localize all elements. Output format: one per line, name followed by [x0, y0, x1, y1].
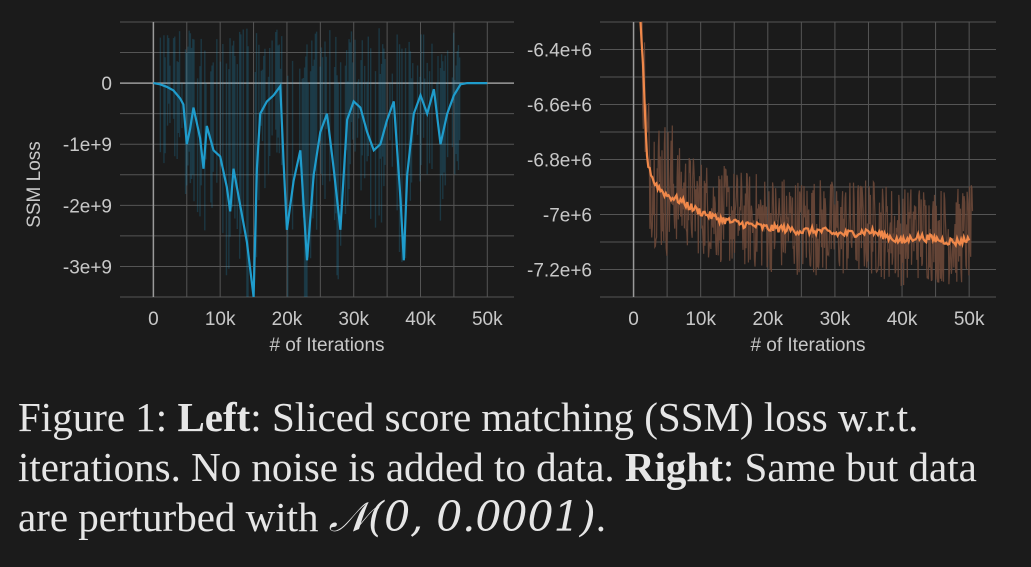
x-tick-label: 10k	[685, 309, 716, 330]
x-tick-label: 30k	[820, 309, 851, 330]
x-tick-label: 50k	[954, 309, 985, 330]
x-tick-label: 40k	[887, 309, 918, 330]
y-tick-label: -6.8e+6	[527, 151, 592, 172]
y-tick-label: -1e+9	[63, 135, 112, 156]
figure: 0 10k 20k 30k 40k 50k 0 -1e+9 -2e+9 -3e+9 # of Ite…	[24, 21, 996, 356]
y-tick-label: -7e+6	[543, 206, 592, 227]
caption-suffix: .	[595, 494, 606, 540]
y-tick-label: 0	[101, 74, 112, 95]
x-tick-label: 30k	[338, 309, 369, 330]
x-tick-label: 40k	[405, 309, 436, 330]
figure-caption: Figure 1: Left: Sliced score matching (S…	[18, 392, 1018, 542]
caption-math: 𝒩(0, 0.0001)	[328, 493, 596, 541]
raw-series	[639, 21, 974, 286]
x-axis-label: # of Iterations	[269, 335, 384, 356]
x-tick-label: 20k	[752, 309, 783, 330]
y-tick-label: -6.4e+6	[527, 41, 592, 62]
caption-left-label: Left	[177, 394, 251, 440]
raw-series	[159, 28, 461, 297]
caption-prefix: Figure 1:	[18, 394, 178, 440]
x-axis-label: # of Iterations	[750, 335, 865, 356]
x-tick-label: 0	[628, 309, 639, 330]
y-tick-label: -7.2e+6	[527, 261, 592, 282]
x-tick-label: 10k	[205, 309, 236, 330]
caption-right-label: Right	[624, 444, 723, 490]
left-plot: 0 10k 20k 30k 40k 50k 0 -1e+9 -2e+9 -3e+9 # of Ite…	[24, 21, 514, 356]
x-tick-label: 50k	[472, 309, 503, 330]
raw-line	[639, 21, 974, 286]
caption-left-text: : Sliced score matching (SSM) loss w.r.t…	[18, 394, 919, 490]
series-line	[639, 22, 971, 249]
caption-right-text: : Same but data are perturbed with	[18, 444, 977, 540]
y-axis-label: SSM Loss	[24, 141, 45, 228]
y-tick-label: -2e+9	[63, 196, 112, 217]
series-line	[153, 81, 488, 297]
y-tick-label: -3e+9	[63, 257, 112, 278]
x-tick-label: 20k	[272, 309, 303, 330]
right-plot: 0 10k 20k 30k 40k 50k -6.4e+6 -6.6e+6 -6.8e+6 -7e…	[527, 21, 996, 356]
y-tick-label: -6.6e+6	[527, 96, 592, 117]
x-tick-label: 0	[148, 309, 159, 330]
